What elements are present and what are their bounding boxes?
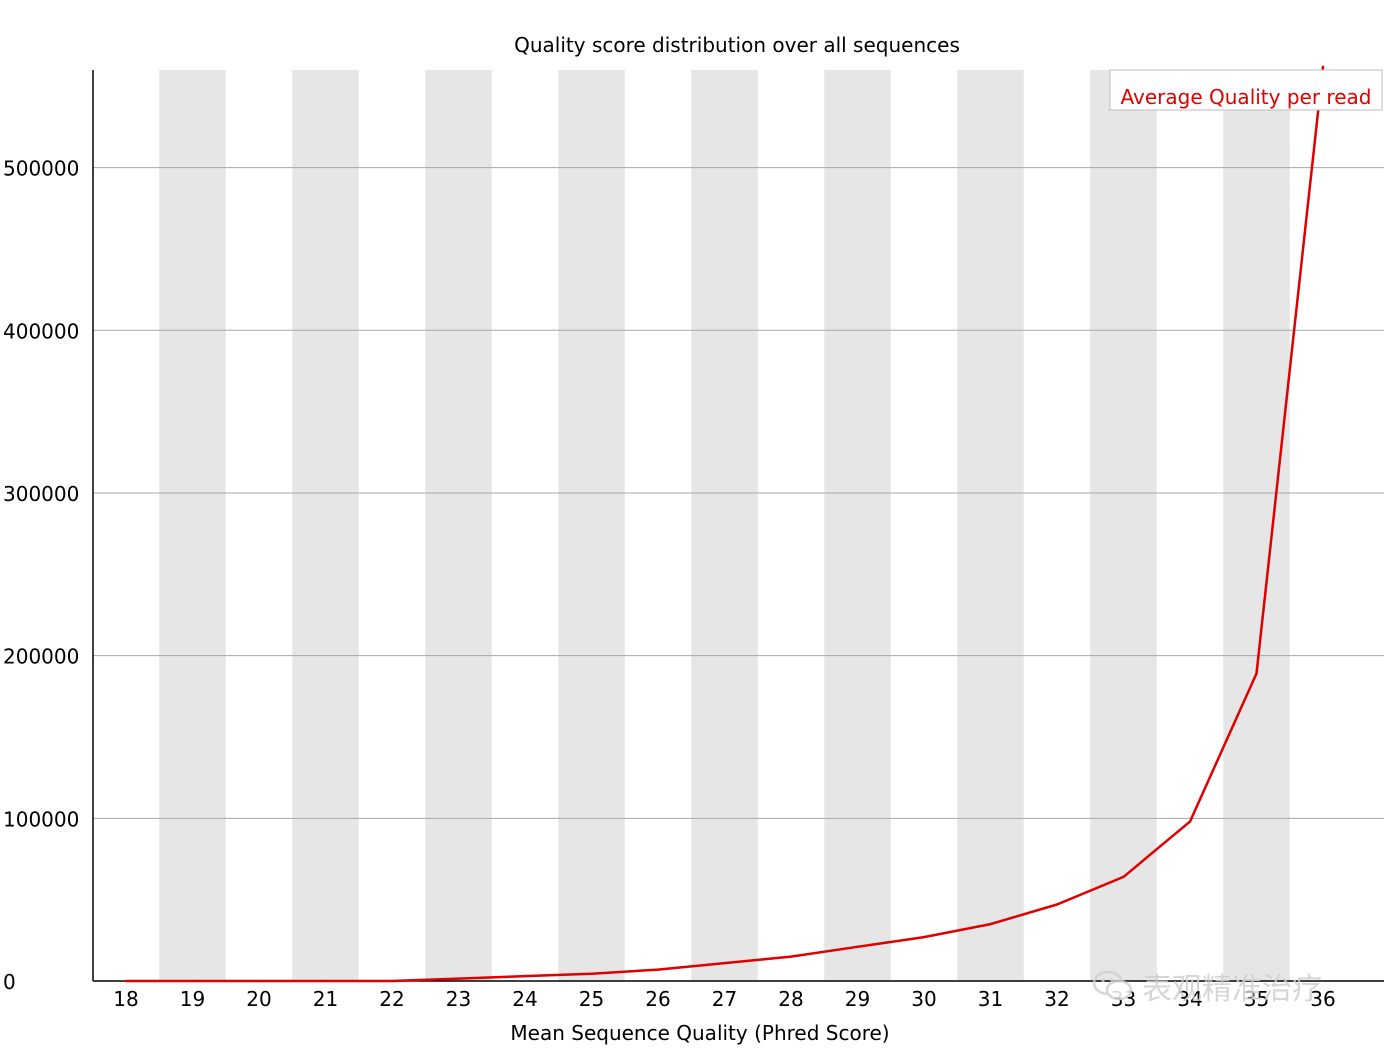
x-tick-label-30: 30 — [911, 987, 936, 1011]
x-tick-label-27: 27 — [712, 987, 737, 1011]
data-point-21 — [324, 979, 327, 983]
gridlines — [93, 167, 1384, 819]
shade-band-33 — [1090, 70, 1157, 981]
data-point-31 — [989, 922, 992, 926]
x-tick-label-22: 22 — [379, 987, 404, 1011]
tick-labels: 0 100000 200000 300000 400000 500000 18 19 20 21 2… — [3, 157, 1336, 1011]
chart-title: Quality score distribution over all sequ… — [514, 33, 960, 57]
y-tick-label-200000: 200000 — [3, 645, 79, 669]
shade-band-19 — [159, 70, 226, 981]
x-tick-label-29: 29 — [845, 987, 870, 1011]
y-tick-label-100000: 100000 — [3, 807, 79, 831]
x-axis-label: Mean Sequence Quality (Phred Score) — [510, 1021, 889, 1045]
legend-box — [1109, 69, 1383, 111]
data-point-29 — [856, 945, 859, 949]
data-point-33 — [1122, 875, 1125, 879]
x-tick-label-28: 28 — [778, 987, 803, 1011]
data-point-34 — [1188, 820, 1192, 823]
x-tick-label-19: 19 — [180, 987, 205, 1011]
y-tick-label-500000: 500000 — [3, 157, 79, 181]
legend: Average Quality per read — [1109, 69, 1383, 111]
x-tick-label-18: 18 — [113, 987, 138, 1011]
y-tick-label-300000: 300000 — [3, 482, 79, 506]
data-point-35 — [1255, 672, 1258, 675]
x-tick-label-31: 31 — [978, 987, 1003, 1011]
x-tick-label-34: 34 — [1177, 987, 1202, 1011]
x-tick-label-36: 36 — [1310, 987, 1335, 1011]
data-point-22 — [390, 979, 394, 983]
data-point-20 — [257, 979, 261, 983]
x-tick-label-20: 20 — [246, 987, 271, 1011]
data-point-18 — [124, 979, 128, 983]
column-shading — [159, 70, 1290, 981]
legend-label: Average Quality per read — [1121, 85, 1372, 109]
data-point-19 — [191, 979, 194, 983]
shade-band-27 — [691, 70, 758, 981]
wechat-icon — [1092, 970, 1133, 1001]
x-tick-label-35: 35 — [1244, 987, 1269, 1011]
shade-band-29 — [824, 70, 891, 981]
x-tick-label-26: 26 — [645, 987, 670, 1011]
watermark-text: 表观精准治疗 — [1142, 972, 1322, 1007]
series-layer — [124, 65, 1325, 983]
shade-band-21 — [292, 70, 359, 981]
data-point-32 — [1055, 903, 1059, 906]
data-point-26 — [656, 968, 660, 971]
x-tick-label-23: 23 — [446, 987, 471, 1011]
x-tick-label-21: 21 — [313, 987, 338, 1011]
shade-band-23 — [425, 70, 492, 981]
watermark: 表观精准治疗 — [1092, 964, 1322, 1008]
data-point-30 — [922, 935, 926, 939]
shade-band-35 — [1223, 70, 1290, 981]
x-tick-label-32: 32 — [1044, 987, 1069, 1011]
y-tick-label-400000: 400000 — [3, 319, 79, 343]
data-point-27 — [723, 961, 726, 965]
data-point-24 — [523, 974, 527, 978]
data-point-28 — [789, 955, 793, 958]
data-point-36 — [1321, 65, 1325, 68]
data-point-25 — [590, 972, 593, 975]
shade-band-25 — [558, 70, 625, 981]
x-tick-label-24: 24 — [512, 987, 537, 1011]
shade-band-31 — [957, 70, 1024, 981]
y-tick-label-0: 0 — [3, 970, 16, 994]
x-tick-label-25: 25 — [579, 987, 604, 1011]
data-point-23 — [457, 977, 460, 980]
